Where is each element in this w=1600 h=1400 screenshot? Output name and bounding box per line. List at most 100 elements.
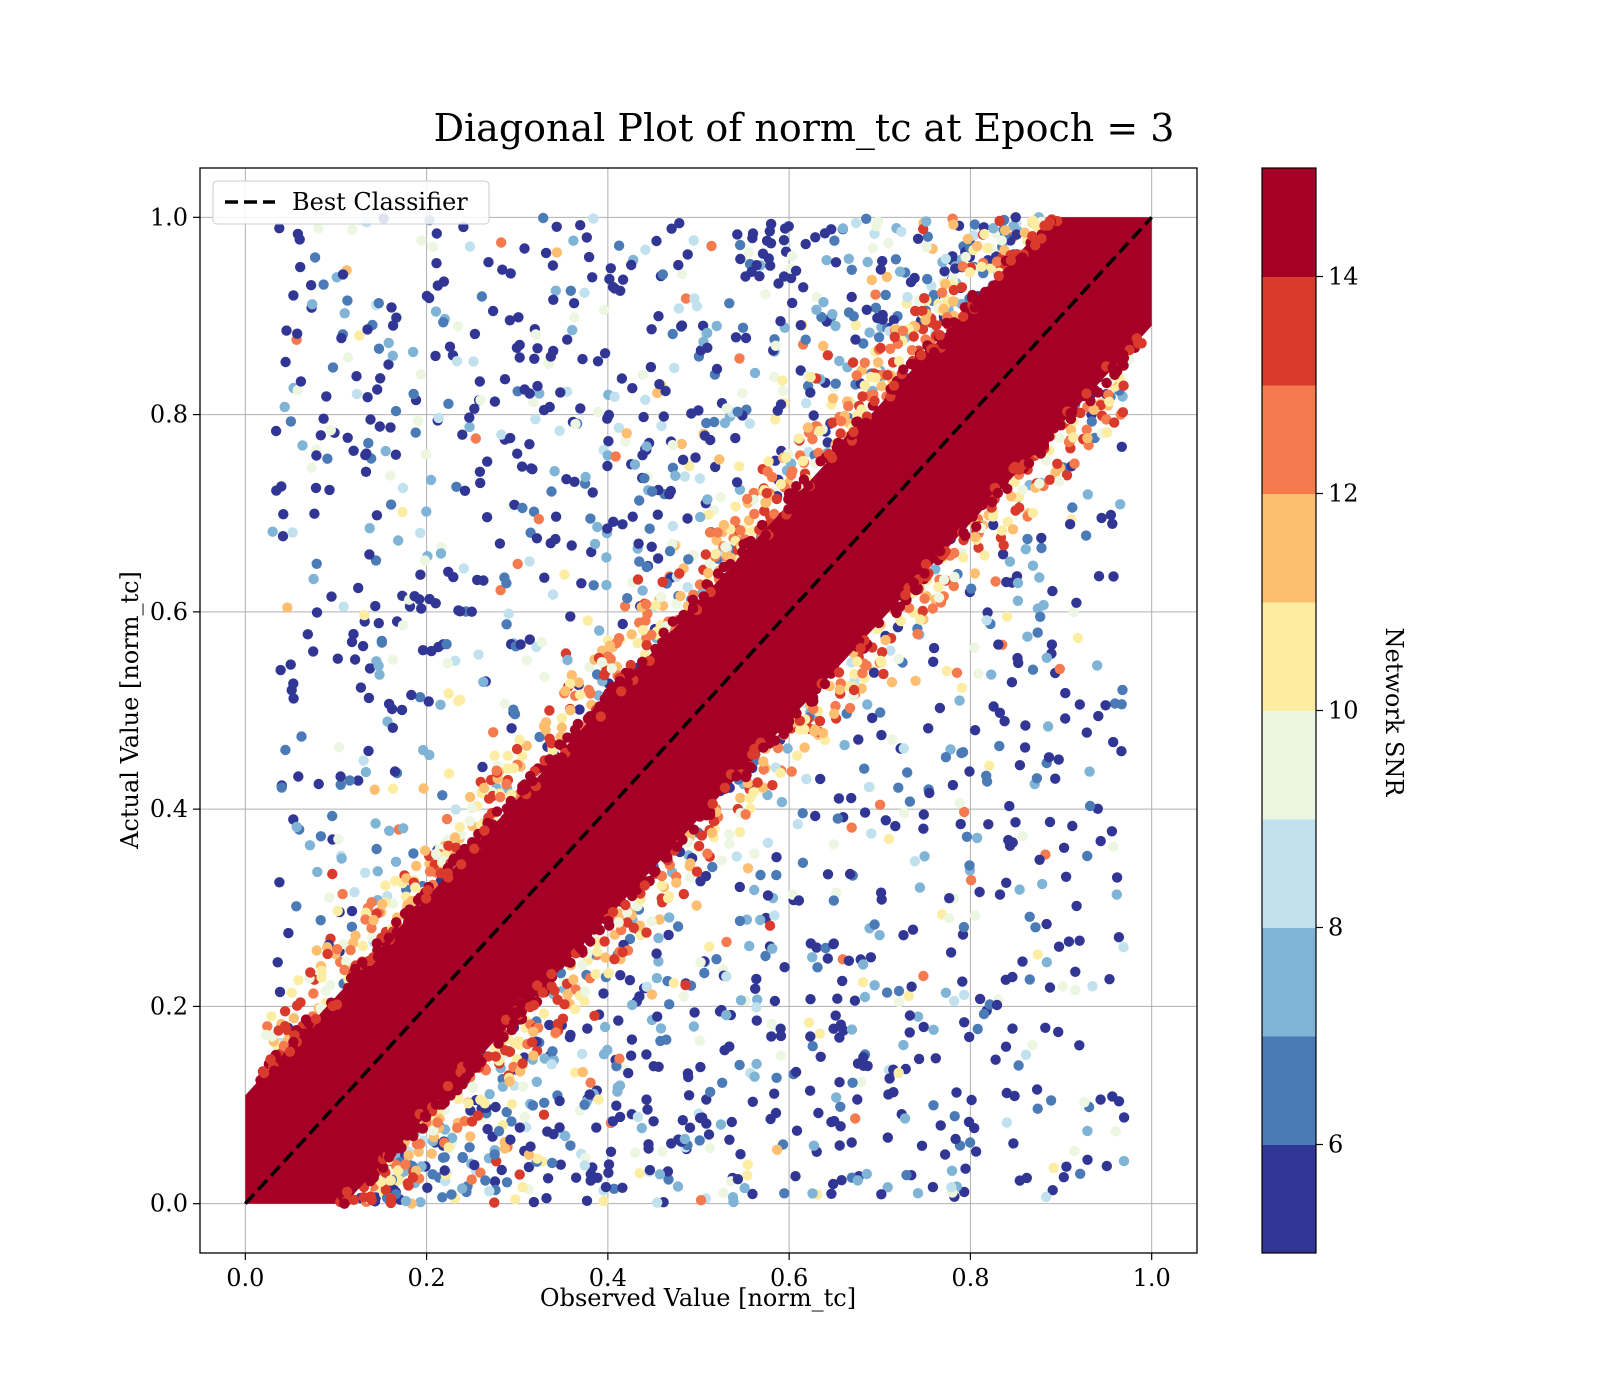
scatter-point bbox=[373, 343, 385, 354]
scatter-point bbox=[1108, 364, 1120, 375]
scatter-point bbox=[517, 1182, 528, 1193]
scatter-point bbox=[939, 1149, 951, 1160]
scatter-point bbox=[550, 1027, 561, 1038]
scatter-point bbox=[1044, 474, 1056, 485]
scatter-point bbox=[1068, 606, 1080, 618]
colorbar-bin bbox=[1262, 927, 1316, 1037]
scatter-point bbox=[1008, 1138, 1019, 1149]
scatter-point bbox=[826, 452, 838, 464]
scatter-point bbox=[547, 1046, 558, 1057]
scatter-point bbox=[771, 1072, 782, 1084]
scatter-point bbox=[604, 920, 615, 931]
scatter-point bbox=[415, 369, 427, 380]
scatter-point bbox=[532, 380, 543, 392]
scatter-point bbox=[918, 970, 929, 982]
scatter-point bbox=[819, 678, 831, 690]
scatter-point bbox=[622, 917, 633, 928]
scatter-point bbox=[771, 1144, 783, 1156]
scatter-point bbox=[1052, 458, 1063, 469]
scatter-point bbox=[1034, 572, 1045, 583]
scatter-point bbox=[1054, 432, 1065, 443]
scatter-point bbox=[830, 1010, 841, 1021]
scatter-point bbox=[890, 820, 901, 832]
scatter-point bbox=[494, 538, 506, 549]
x-axis-ticks: 0.0 0.2 0.4 0.6 0.8 1.0 bbox=[226, 1253, 1171, 1292]
scatter-point bbox=[624, 887, 635, 898]
scatter-point bbox=[1034, 854, 1045, 865]
scatter-point bbox=[403, 1150, 414, 1161]
scatter-point bbox=[855, 643, 866, 654]
scatter-point bbox=[1043, 220, 1054, 231]
scatter-point bbox=[944, 893, 955, 904]
scatter-point bbox=[949, 317, 960, 328]
scatter-point bbox=[574, 942, 585, 953]
scatter-point bbox=[769, 910, 780, 921]
scatter-point bbox=[832, 813, 843, 824]
scatter-point bbox=[928, 642, 940, 654]
scatter-point bbox=[641, 561, 652, 573]
scatter-point bbox=[801, 398, 812, 409]
scatter-point bbox=[525, 770, 536, 782]
scatter-point bbox=[826, 1188, 837, 1200]
scatter-point bbox=[940, 987, 952, 998]
scatter-point bbox=[720, 541, 731, 553]
scatter-point bbox=[997, 549, 1009, 560]
scatter-point bbox=[309, 252, 321, 263]
scatter-point bbox=[324, 979, 336, 991]
scatter-point bbox=[599, 1021, 611, 1033]
scatter-point bbox=[857, 668, 868, 679]
scatter-point bbox=[530, 329, 541, 340]
scatter-point bbox=[719, 417, 731, 429]
scatter-point bbox=[369, 784, 380, 795]
scatter-point bbox=[795, 365, 806, 376]
scatter-point bbox=[288, 290, 299, 301]
scatter-point bbox=[1105, 509, 1117, 521]
scatter-point bbox=[613, 240, 625, 251]
scatter-point bbox=[828, 895, 839, 906]
scatter-point bbox=[459, 1116, 470, 1127]
scatter-point bbox=[783, 716, 795, 727]
scatter-point bbox=[357, 957, 368, 968]
scatter-point bbox=[516, 461, 528, 472]
scatter-point bbox=[739, 1182, 750, 1194]
scatter-point bbox=[637, 585, 648, 596]
scatter-point bbox=[1082, 1154, 1093, 1166]
scatter-point bbox=[479, 825, 490, 836]
scatter-point bbox=[514, 352, 525, 363]
scatter-point bbox=[346, 636, 358, 648]
scatter-point bbox=[625, 668, 636, 679]
scatter-point bbox=[504, 812, 515, 823]
scatter-point bbox=[582, 615, 593, 626]
scatter-point bbox=[966, 1094, 977, 1106]
scatter-point bbox=[617, 618, 628, 630]
scatter-point bbox=[758, 756, 769, 767]
scatter-point bbox=[322, 453, 333, 464]
scatter-point bbox=[927, 603, 938, 614]
scatter-point bbox=[538, 1109, 550, 1120]
scatter-point bbox=[658, 627, 669, 638]
scatter-point bbox=[683, 1090, 695, 1101]
scatter-point bbox=[1001, 1087, 1012, 1099]
scatter-point bbox=[359, 1171, 370, 1182]
scatter-point bbox=[674, 568, 685, 579]
scatter-point bbox=[988, 701, 999, 712]
scatter-point bbox=[305, 280, 317, 291]
scatter-point bbox=[943, 912, 954, 924]
scatter-point bbox=[443, 566, 454, 577]
scatter-point bbox=[867, 712, 878, 724]
scatter-point bbox=[709, 416, 720, 428]
scatter-point bbox=[1111, 872, 1123, 883]
scatter-point bbox=[547, 589, 559, 600]
scatter-point bbox=[501, 578, 512, 589]
scatter-point bbox=[547, 260, 559, 271]
scatter-point bbox=[609, 391, 620, 402]
scatter-point bbox=[861, 660, 872, 671]
scatter-point bbox=[477, 838, 488, 850]
scatter-point bbox=[568, 298, 580, 309]
scatter-point bbox=[585, 1175, 596, 1186]
scatter-point bbox=[857, 391, 868, 402]
scatter-point bbox=[347, 224, 358, 235]
scatter-point bbox=[482, 1123, 493, 1135]
scatter-point bbox=[835, 428, 846, 439]
scatter-point bbox=[1074, 935, 1085, 946]
